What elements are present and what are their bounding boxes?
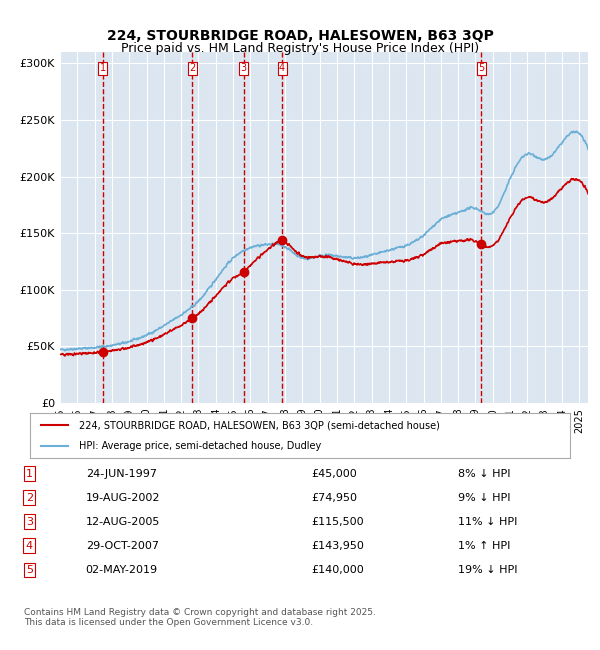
Text: 3: 3 (241, 63, 247, 73)
Text: 19% ↓ HPI: 19% ↓ HPI (458, 565, 517, 575)
Text: 1: 1 (26, 469, 33, 478)
Text: 5: 5 (478, 63, 484, 73)
Text: 1% ↑ HPI: 1% ↑ HPI (458, 541, 510, 551)
Text: 02-MAY-2019: 02-MAY-2019 (86, 565, 158, 575)
Text: 2: 2 (26, 493, 33, 502)
Text: 4: 4 (279, 63, 285, 73)
Text: 1: 1 (100, 63, 106, 73)
Text: 5: 5 (26, 565, 33, 575)
Text: £45,000: £45,000 (311, 469, 357, 478)
Text: £143,950: £143,950 (311, 541, 364, 551)
Text: 4: 4 (26, 541, 33, 551)
Text: Price paid vs. HM Land Registry's House Price Index (HPI): Price paid vs. HM Land Registry's House … (121, 42, 479, 55)
Text: 19-AUG-2002: 19-AUG-2002 (86, 493, 160, 502)
Text: 9% ↓ HPI: 9% ↓ HPI (458, 493, 511, 502)
Text: 24-JUN-1997: 24-JUN-1997 (86, 469, 157, 478)
Text: Contains HM Land Registry data © Crown copyright and database right 2025.
This d: Contains HM Land Registry data © Crown c… (24, 608, 376, 627)
Text: £115,500: £115,500 (311, 517, 364, 526)
Text: 12-AUG-2005: 12-AUG-2005 (86, 517, 160, 526)
Text: 224, STOURBRIDGE ROAD, HALESOWEN, B63 3QP: 224, STOURBRIDGE ROAD, HALESOWEN, B63 3Q… (107, 29, 493, 44)
Text: 29-OCT-2007: 29-OCT-2007 (86, 541, 158, 551)
Text: £140,000: £140,000 (311, 565, 364, 575)
Text: HPI: Average price, semi-detached house, Dudley: HPI: Average price, semi-detached house,… (79, 441, 321, 450)
Text: 224, STOURBRIDGE ROAD, HALESOWEN, B63 3QP (semi-detached house): 224, STOURBRIDGE ROAD, HALESOWEN, B63 3Q… (79, 421, 439, 430)
Text: 3: 3 (26, 517, 33, 526)
Text: 2: 2 (189, 63, 195, 73)
Text: £74,950: £74,950 (311, 493, 357, 502)
Text: 11% ↓ HPI: 11% ↓ HPI (458, 517, 517, 526)
Text: 8% ↓ HPI: 8% ↓ HPI (458, 469, 511, 478)
